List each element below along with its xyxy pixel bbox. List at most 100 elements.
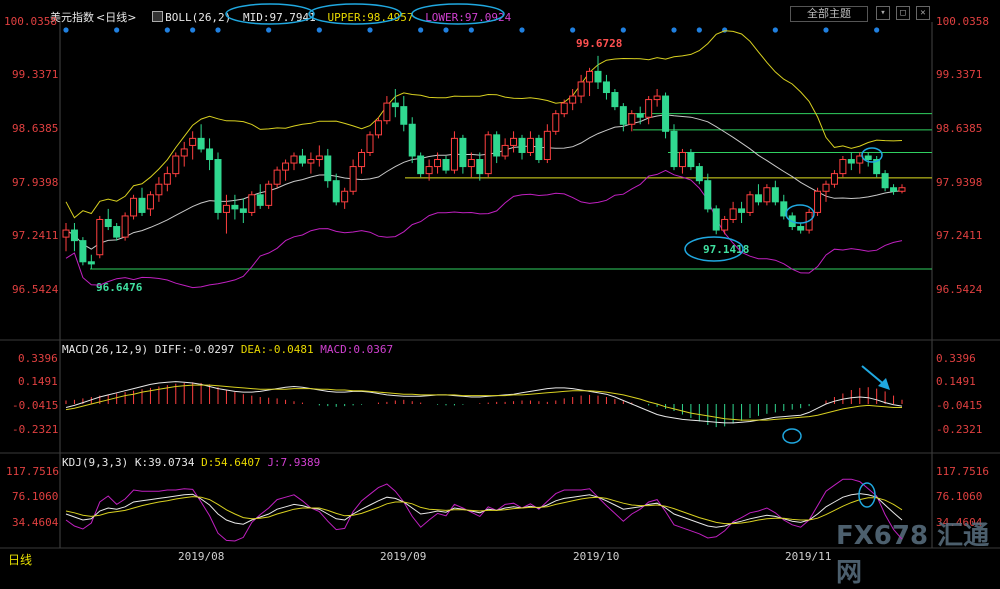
- macd-dea: DEA:-0.0481: [240, 343, 314, 356]
- candle-body: [729, 208, 737, 220]
- candle-body: [543, 130, 551, 161]
- candle-body: [425, 166, 433, 175]
- price-axis-right-2: 98.6385: [936, 122, 983, 135]
- candle-body: [341, 190, 349, 203]
- signal-dot: [519, 27, 525, 33]
- candle-body: [577, 81, 585, 97]
- candle-body: [746, 194, 754, 213]
- candle-body: [104, 218, 112, 228]
- candle-body: [856, 155, 864, 164]
- candle-body: [839, 159, 847, 175]
- macd-axis-left-1: 0.1491: [18, 375, 58, 388]
- candle-body: [96, 218, 104, 256]
- macd-title: MACD(26,12,9) DIFF:-0.0297: [62, 343, 235, 356]
- signal-dot: [266, 27, 272, 33]
- candle-body: [408, 123, 416, 157]
- candle-body: [873, 159, 881, 175]
- candle-body: [797, 226, 805, 231]
- signal-dot: [696, 27, 702, 33]
- candle-body: [898, 187, 906, 192]
- candle-body: [400, 106, 408, 125]
- signal-dot: [874, 27, 880, 33]
- macd-axis-right-2: -0.0415: [936, 399, 983, 412]
- kdj-axis-left-2: 34.4604: [12, 516, 59, 529]
- boll-label: BOLL(26,2): [165, 11, 232, 24]
- candle-body: [771, 187, 779, 203]
- signal-dot: [316, 27, 322, 33]
- candle-body: [349, 166, 357, 192]
- upper-highlight-circle: [308, 3, 402, 25]
- candle-body: [535, 137, 543, 161]
- candle-body: [653, 95, 661, 101]
- candle-body: [619, 106, 627, 125]
- price-axis-right-3: 97.9398: [936, 176, 983, 189]
- candle-body: [510, 137, 518, 146]
- candle-body: [87, 261, 95, 265]
- price-axis-left-0: 100.0358: [4, 15, 57, 28]
- candle-body: [366, 134, 374, 153]
- theme-dropdown[interactable]: 全部主题: [790, 6, 868, 22]
- candle-body: [484, 134, 492, 175]
- boll-mid: MID:97.7941: [242, 11, 316, 24]
- price-axis-right-0: 100.0358: [936, 15, 989, 28]
- candle-body: [636, 113, 644, 118]
- macd-diff-line: [65, 381, 903, 424]
- maximize-button[interactable]: □: [896, 6, 910, 20]
- candle-body: [501, 144, 509, 157]
- candle-body: [130, 197, 138, 217]
- candle-body: [172, 155, 180, 175]
- macd-axis-left-0: 0.3396: [18, 352, 58, 365]
- macd-axis-left-2: -0.0415: [12, 399, 59, 412]
- x-tick-sep: 2019/09: [380, 550, 427, 563]
- candle-body: [222, 204, 230, 213]
- price-axis-left-4: 97.2411: [12, 229, 59, 242]
- mid-highlight-circle: [225, 3, 315, 25]
- high-annotation: 99.6728: [576, 37, 623, 50]
- period-tab[interactable]: 日线: [8, 553, 33, 567]
- boll-upper-line: [65, 30, 903, 219]
- lower-highlight-circle: [411, 3, 505, 25]
- kdj-j-line: [65, 478, 903, 542]
- boll-icon[interactable]: [152, 11, 164, 22]
- candle-body: [256, 194, 264, 206]
- candle-body: [814, 190, 822, 213]
- macd-cross-circle: [782, 428, 802, 444]
- candle-body: [890, 187, 898, 192]
- candle-body: [138, 197, 146, 213]
- kdj-axis-right-1: 76.1060: [936, 490, 983, 503]
- candle-body: [180, 148, 188, 157]
- close-button[interactable]: ✕: [916, 6, 930, 20]
- instrument-name: 美元指数: [50, 11, 94, 24]
- trend-arrow-icon: [878, 378, 890, 390]
- candle-body: [721, 218, 729, 231]
- candle-body: [214, 159, 222, 213]
- candle-body: [830, 173, 838, 185]
- candle-body: [391, 102, 399, 108]
- candle-body: [332, 180, 340, 203]
- x-tick-nov: 2019/11: [785, 550, 832, 563]
- candle-body: [113, 226, 121, 238]
- price-axis-left-5: 96.5424: [12, 283, 59, 296]
- candle-body: [552, 113, 560, 132]
- collapse-button[interactable]: ▾: [876, 6, 890, 20]
- signal-dot: [190, 27, 196, 33]
- macd-value: MACD:0.0367: [320, 343, 394, 356]
- kdj-d: D:54.6407: [201, 456, 261, 469]
- low-annotation-1: 97.1418: [703, 243, 750, 256]
- candle-body: [467, 159, 475, 168]
- candle-body: [155, 183, 163, 196]
- candle-body: [754, 194, 762, 203]
- indicator-legend: 美元指数 <日线> BOLL(26,2) MID:97.7941 UPPER:98…: [50, 6, 513, 25]
- candle-body: [189, 137, 197, 146]
- macd-axis-right-3: -0.2321: [936, 423, 983, 436]
- price-axis-right-5: 96.5424: [936, 283, 983, 296]
- signal-dot: [620, 27, 626, 33]
- candle-body: [662, 95, 670, 132]
- candle-body: [70, 229, 78, 242]
- candle-body: [307, 159, 315, 164]
- candle-body: [704, 180, 712, 210]
- price-axis-left-3: 97.9398: [12, 176, 59, 189]
- signal-dot: [215, 27, 221, 33]
- candle-body: [459, 137, 467, 168]
- candle-body: [434, 159, 442, 168]
